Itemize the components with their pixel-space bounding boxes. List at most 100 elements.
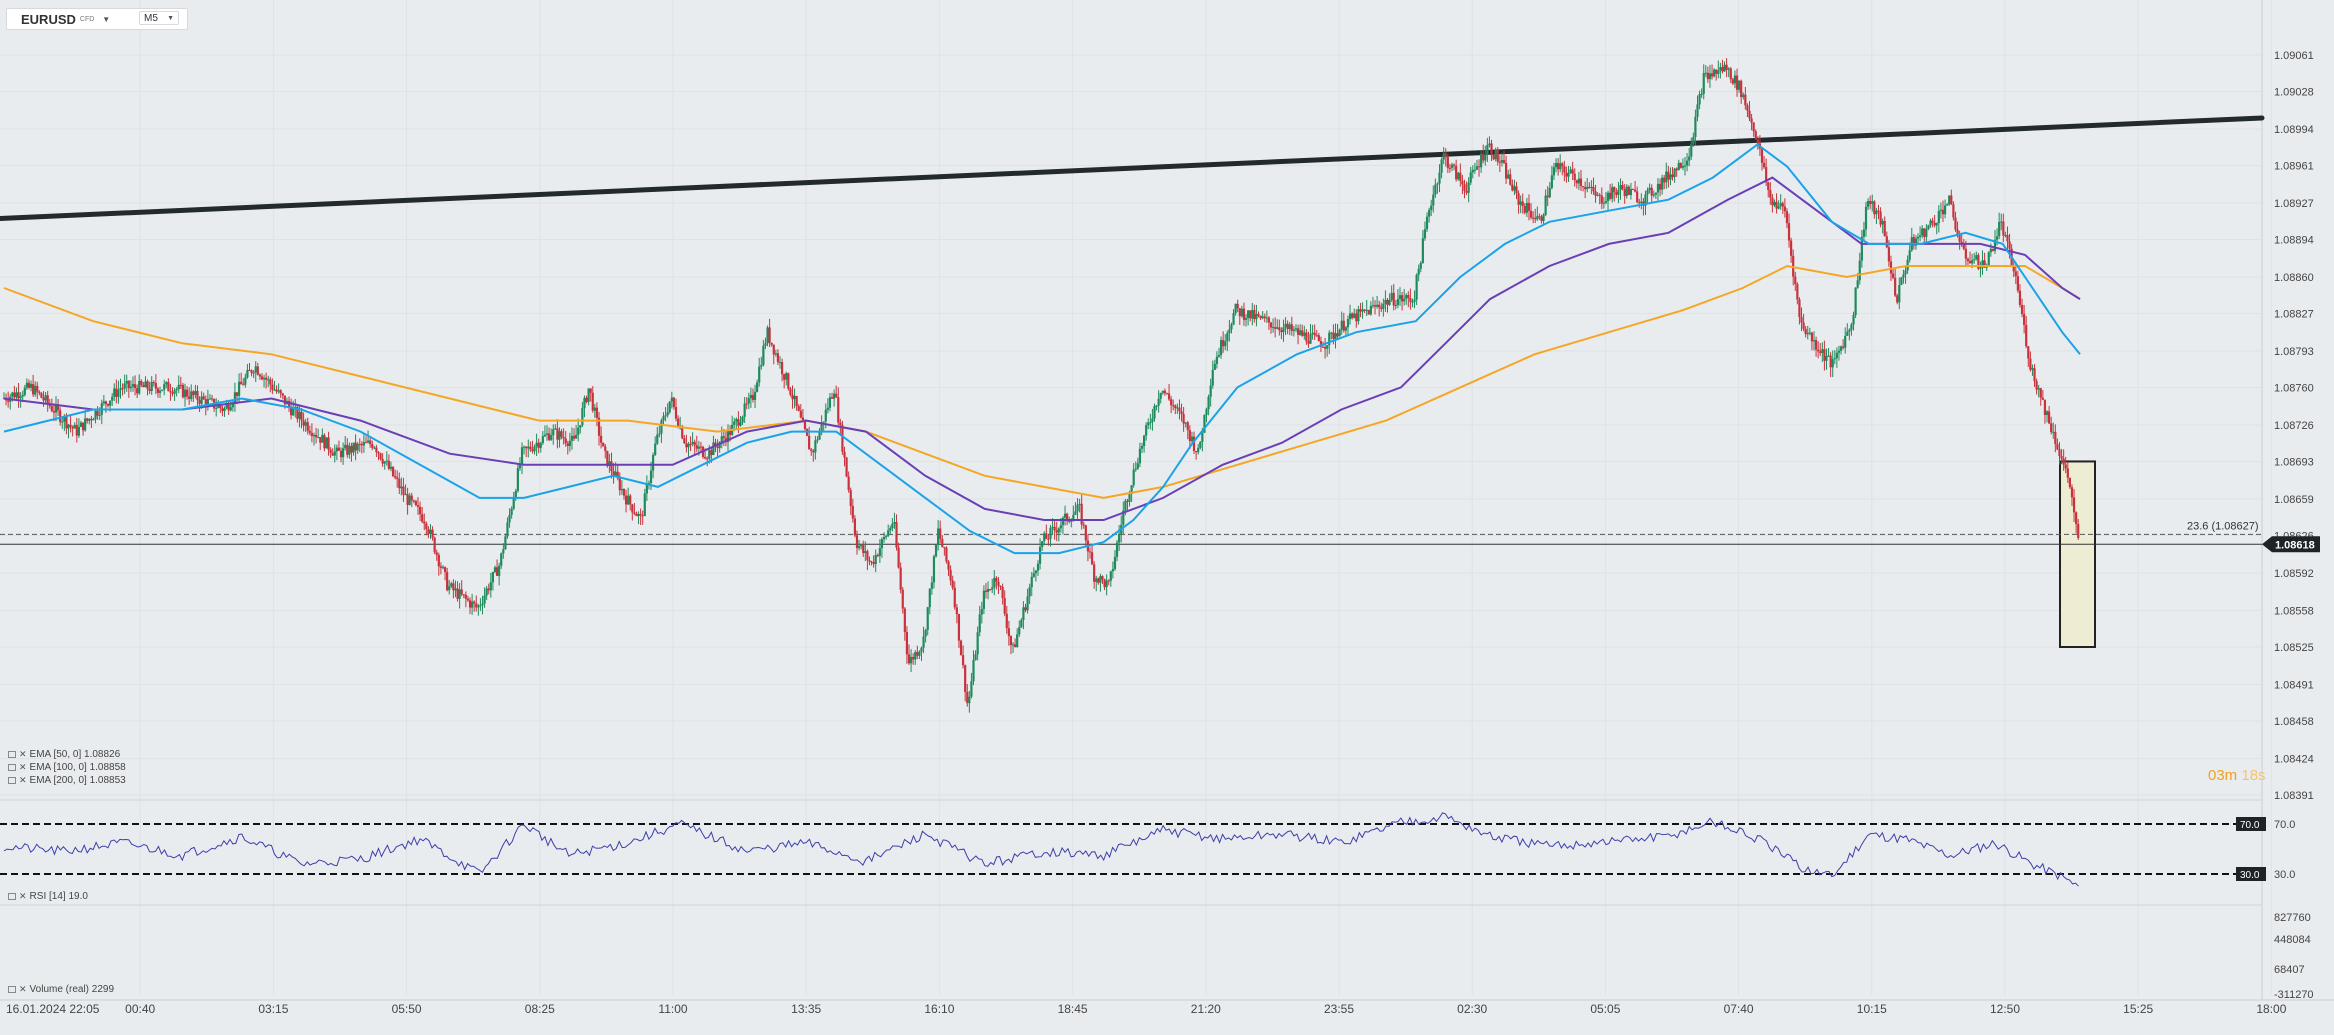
candle-body: [246, 370, 249, 378]
candle-body: [833, 393, 836, 399]
candle-body: [1047, 538, 1050, 540]
candle-body: [1378, 304, 1381, 308]
symbol-selector[interactable]: EURUSD CFD ▼ M5 ▼: [6, 8, 188, 30]
candle-body: [841, 425, 844, 452]
close-icon[interactable]: ✕: [19, 984, 27, 994]
candle-body: [86, 418, 89, 421]
settings-icon[interactable]: [8, 777, 16, 784]
candle-body: [704, 456, 707, 459]
candle-body: [751, 394, 755, 400]
candle-body: [1292, 329, 1295, 331]
candle-body: [1280, 330, 1283, 333]
candle-body: [185, 389, 189, 397]
candle-body: [1698, 94, 1701, 105]
legend-ema50[interactable]: ✕ EMA [50, 0] 1.08826: [8, 749, 120, 760]
candle-body: [150, 382, 153, 391]
close-icon[interactable]: ✕: [19, 775, 27, 785]
candle-body: [1003, 598, 1006, 614]
candle-body: [1088, 551, 1092, 553]
candle-body: [566, 443, 569, 446]
candle-body: [1130, 485, 1133, 495]
close-icon[interactable]: ✕: [19, 749, 27, 759]
candle-body: [1284, 323, 1287, 328]
candle-body: [34, 385, 37, 395]
candle-body: [649, 470, 653, 483]
settings-icon[interactable]: [8, 764, 16, 771]
candle-body: [1155, 405, 1158, 407]
candle-body: [999, 585, 1002, 587]
candle-body: [797, 406, 800, 411]
candle-body: [406, 494, 409, 505]
candle-body: [957, 614, 961, 641]
candle-body: [277, 390, 280, 392]
candle-body: [323, 434, 326, 449]
candle-body: [1498, 161, 1501, 163]
settings-icon[interactable]: [8, 986, 16, 993]
candle-body: [739, 422, 742, 426]
candle-body: [1925, 228, 1928, 237]
candle-body: [498, 565, 501, 576]
candle-body: [481, 603, 484, 606]
candle-body: [121, 388, 124, 390]
candle-body: [119, 388, 122, 390]
candle-body: [1405, 295, 1408, 299]
close-icon[interactable]: ✕: [19, 762, 27, 772]
candle-body: [587, 388, 590, 402]
candle-body: [720, 436, 723, 443]
candle-body: [955, 607, 958, 615]
candle-body: [864, 551, 867, 554]
candle-body: [221, 408, 224, 412]
candle-body: [706, 458, 709, 460]
legend-volume[interactable]: ✕ Volume (real) 2299: [8, 984, 114, 995]
candle-body: [158, 390, 162, 393]
candle-body: [1446, 156, 1449, 168]
candle-body: [2037, 388, 2040, 390]
candle-body: [1059, 525, 1062, 529]
candle-body: [1898, 284, 1901, 303]
candle-body: [1852, 315, 1855, 325]
candle-body: [932, 556, 936, 583]
candle-body: [262, 377, 266, 380]
candle-body: [487, 588, 490, 591]
candle-body: [514, 490, 517, 499]
candle-body: [1180, 411, 1183, 415]
candle-body: [1567, 173, 1570, 177]
settings-icon[interactable]: [8, 893, 16, 900]
ema50-line: [3, 143, 2081, 555]
timeframe-selector[interactable]: M5 ▼: [139, 11, 179, 25]
price-tick-label: 1.08961: [2274, 160, 2314, 172]
candle-body: [504, 536, 507, 550]
candle-body: [1831, 359, 1834, 368]
candle-body: [1600, 195, 1603, 204]
candle-body: [248, 370, 251, 372]
candle-body: [1860, 236, 1863, 261]
candle-body: [622, 489, 626, 496]
candle-body: [728, 429, 732, 435]
candle-body: [283, 395, 286, 405]
close-icon[interactable]: ✕: [19, 891, 27, 901]
legend-ema100[interactable]: ✕ EMA [100, 0] 1.08858: [8, 762, 126, 773]
candle-body: [1685, 160, 1689, 166]
candle-body: [1417, 268, 1420, 275]
settings-icon[interactable]: [8, 751, 16, 758]
candle-body: [192, 391, 195, 396]
candle-body: [146, 381, 149, 389]
legend-ema200[interactable]: ✕ EMA [200, 0] 1.08853: [8, 775, 126, 786]
candle-body: [1103, 579, 1106, 588]
candle-body: [1278, 327, 1281, 331]
legend-rsi[interactable]: ✕ RSI [14] 19.0: [8, 891, 88, 902]
candle-body: [1563, 166, 1566, 173]
candle-body: [317, 437, 320, 439]
candle-body: [1157, 398, 1160, 406]
candle-body: [1109, 571, 1112, 581]
candle-body: [173, 390, 176, 394]
candles-group: [2, 58, 2080, 713]
symbol-dropdown-caret-icon[interactable]: ▼: [102, 14, 111, 24]
candle-body: [1663, 177, 1666, 183]
candle-body: [697, 446, 700, 449]
candle-body: [38, 391, 41, 394]
candle-body: [1436, 183, 1439, 185]
candle-body: [1941, 209, 1945, 215]
candle-body: [1055, 530, 1058, 533]
